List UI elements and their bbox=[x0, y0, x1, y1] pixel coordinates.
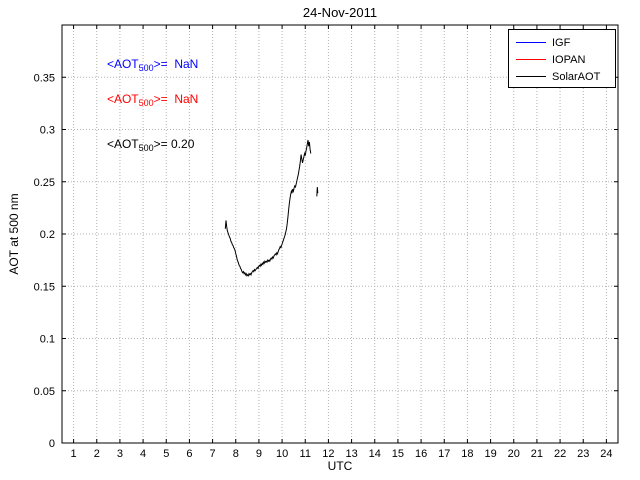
series-line-solaraot bbox=[316, 186, 319, 197]
legend-line-sample-solaraot bbox=[516, 76, 546, 77]
x-tick-label: 16 bbox=[415, 448, 427, 460]
annotation-text: >= NaN bbox=[153, 92, 199, 107]
x-axis-label: UTC bbox=[327, 459, 353, 473]
legend-entry-solaraot: SolarAOT bbox=[516, 68, 611, 85]
x-tick-label: 12 bbox=[322, 448, 334, 460]
x-tick-label: 2 bbox=[94, 448, 100, 460]
x-tick-label: 6 bbox=[186, 448, 192, 460]
x-tick-label: 22 bbox=[554, 448, 566, 460]
annotation-iopan-mean: <AOT500>= NaN bbox=[107, 92, 198, 108]
y-tick-label: 0.15 bbox=[34, 281, 55, 293]
x-tick-label: 14 bbox=[369, 448, 381, 460]
x-tick-label: 10 bbox=[276, 448, 288, 460]
legend: IGF IOPAN SolarAOT bbox=[508, 29, 616, 88]
y-tick-label: 0.2 bbox=[40, 229, 55, 241]
x-tick-label: 4 bbox=[140, 448, 146, 460]
x-tick-label: 8 bbox=[233, 448, 239, 460]
x-tick-label: 21 bbox=[531, 448, 543, 460]
chart-title: 24-Nov-2011 bbox=[302, 5, 378, 20]
y-tick-label: 0.35 bbox=[34, 72, 55, 84]
annotation-text: >= 0.20 bbox=[153, 136, 195, 151]
x-tick-label: 17 bbox=[438, 448, 450, 460]
y-tick-label: 0.1 bbox=[40, 334, 55, 346]
legend-label-igf: IGF bbox=[552, 36, 571, 49]
y-tick-label: 0.25 bbox=[34, 177, 55, 189]
annotation-igf-mean: <AOT500>= NaN bbox=[107, 57, 198, 73]
annotation-text: >= NaN bbox=[153, 56, 199, 71]
x-tick-label: 11 bbox=[300, 448, 311, 460]
x-tick-label: 7 bbox=[210, 448, 216, 460]
x-tick-label: 9 bbox=[256, 448, 262, 460]
x-tick-label: 5 bbox=[163, 448, 169, 460]
annotation-text: <AOT bbox=[106, 92, 139, 107]
y-axis-label: AOT at 500 nm bbox=[7, 193, 21, 275]
y-tick-label: 0.05 bbox=[34, 386, 55, 398]
legend-label-iopan: IOPAN bbox=[552, 53, 586, 66]
y-tick-label: 0.3 bbox=[40, 125, 55, 137]
annotation-subscript: 500 bbox=[138, 143, 154, 154]
series-line-solaraot bbox=[224, 139, 312, 277]
annotation-text: <AOT bbox=[106, 56, 139, 71]
y-tick-label: 0 bbox=[49, 438, 55, 450]
legend-line-sample-igf bbox=[516, 42, 546, 43]
x-tick-label: 1 bbox=[71, 448, 77, 460]
annotation-subscript: 500 bbox=[138, 98, 154, 109]
x-tick-label: 13 bbox=[345, 448, 357, 460]
annotation-text: <AOT bbox=[106, 136, 139, 151]
legend-entry-igf: IGF bbox=[516, 34, 611, 51]
x-tick-label: 19 bbox=[484, 448, 496, 460]
x-tick-label: 18 bbox=[461, 448, 473, 460]
legend-line-sample-iopan bbox=[516, 59, 546, 60]
x-tick-label: 24 bbox=[600, 448, 612, 460]
x-tick-label: 23 bbox=[577, 448, 589, 460]
x-tick-label: 20 bbox=[508, 448, 520, 460]
x-tick-label: 15 bbox=[392, 448, 404, 460]
annotation-subscript: 500 bbox=[138, 62, 154, 73]
x-tick-label: 3 bbox=[117, 448, 123, 460]
legend-entry-iopan: IOPAN bbox=[516, 51, 611, 68]
legend-label-solaraot: SolarAOT bbox=[552, 70, 601, 83]
annotation-solaraot-mean: <AOT500>= 0.20 bbox=[107, 137, 194, 153]
